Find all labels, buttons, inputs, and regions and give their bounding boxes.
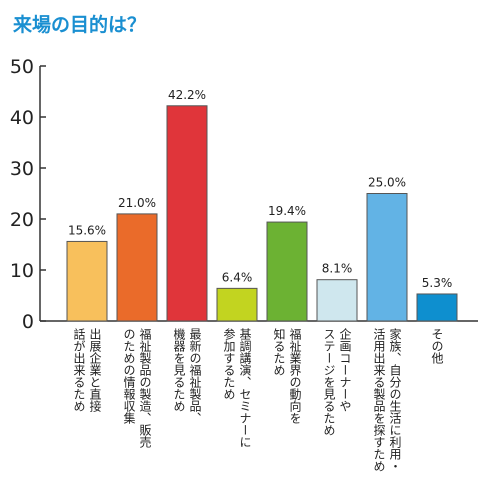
bar — [366, 193, 408, 322]
data-label: 19.4% — [268, 204, 306, 218]
bars — [66, 105, 458, 322]
bar — [66, 240, 108, 322]
category-label: 知るため — [272, 328, 286, 376]
data-label: 6.4% — [222, 270, 253, 284]
data-label: 42.2% — [168, 88, 206, 102]
y-tick-label: 50 — [10, 56, 34, 78]
data-label: 25.0% — [368, 176, 406, 190]
category-label: 活用出来る製品を探すため — [372, 328, 386, 472]
y-tick-label: 0 — [22, 311, 34, 333]
bar — [266, 221, 308, 322]
category-label: 最新の福祉製品、 — [188, 328, 202, 424]
data-label: 15.6% — [68, 223, 106, 237]
category-label: その他 — [430, 328, 444, 364]
data-labels: 15.6% 21.0% 42.2% 6.4% 19.4% 8.1% 25.0% 5.3% — [68, 88, 452, 290]
data-label: 21.0% — [118, 196, 156, 210]
axes: 0 10 20 30 40 50 — [10, 56, 478, 333]
category-label: 出展企業と直接 — [88, 328, 102, 412]
bar — [166, 105, 208, 322]
category-label: 参加するため — [222, 327, 236, 400]
chart-title: 来場の目的は？ — [13, 14, 147, 36]
bar — [316, 279, 358, 322]
bar — [116, 213, 158, 322]
category-label: ステージを見るため — [322, 328, 336, 436]
category-label: 福祉製品の製造、販売 — [138, 327, 152, 449]
category-label: 家族、自分の生活に利用・ — [388, 327, 402, 472]
category-label: 機器を見るため — [172, 327, 186, 412]
category-label: 話が出来るため — [72, 327, 86, 412]
bar — [216, 287, 258, 322]
y-tick-label: 10 — [10, 260, 34, 282]
category-label: 企画コーナーや — [338, 327, 352, 412]
category-label: のための情報収集 — [122, 328, 136, 424]
category-label: 福祉業界の動向を — [288, 327, 302, 424]
data-label: 5.3% — [422, 276, 453, 290]
category-label: 基調講演、セミナーに — [238, 328, 252, 448]
data-label: 8.1% — [322, 262, 353, 276]
y-tick-label: 20 — [10, 209, 34, 231]
bar — [416, 293, 458, 322]
y-tick-label: 40 — [10, 107, 34, 129]
y-tick-label: 30 — [10, 158, 34, 180]
